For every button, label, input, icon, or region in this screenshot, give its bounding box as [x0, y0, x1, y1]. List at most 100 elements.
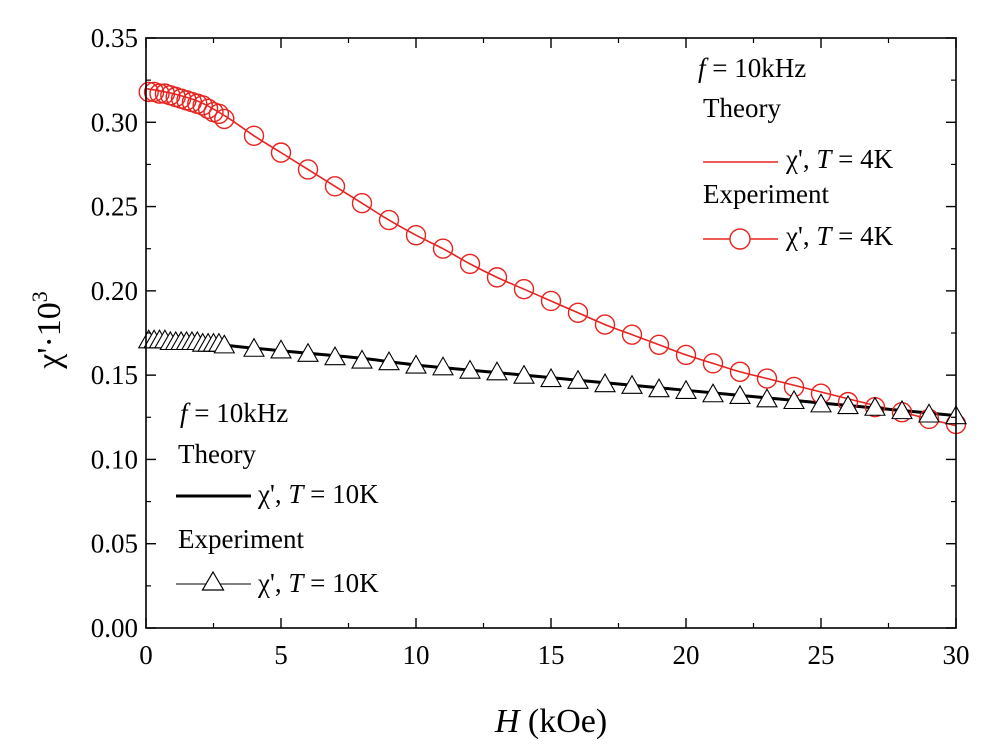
data-point-circle: [540, 290, 562, 312]
legend-10k-frequency: f = 10kHz: [180, 398, 288, 428]
legend-10k-experiment-chi: χ',: [257, 568, 288, 598]
data-point-circle: [378, 209, 400, 231]
legend-4k-theory-chi: χ',: [785, 144, 816, 174]
legend-10k-experiment-temp-var: T: [288, 568, 305, 598]
data-point-circle: [208, 103, 230, 125]
y-tick-label: 0.30: [91, 107, 138, 137]
legend-4k-freq-val: = 10kHz: [706, 53, 807, 83]
y-axis-title: χ'·103: [27, 291, 68, 370]
x-tick-label: 20: [673, 640, 700, 670]
data-point-circle: [702, 353, 724, 374]
data-point-circle: [214, 108, 235, 130]
data-point-triangle: [270, 339, 292, 359]
data-point-triangle: [432, 356, 454, 376]
y-axis-exponent: 3: [27, 291, 52, 302]
data-point-triangle: [351, 349, 373, 369]
data-point-circle: [270, 142, 292, 163]
legend-10k-theory-temp-var: T: [288, 479, 305, 509]
data-point-circle: [351, 192, 373, 214]
y-tick-label: 0.35: [91, 23, 138, 53]
legend-10k-theory-chi: χ',: [257, 479, 288, 509]
data-point-triangle: [378, 351, 400, 371]
data-point-triangle: [243, 337, 265, 357]
data-point-triangle: [297, 342, 319, 362]
y-tick-label: 0.00: [91, 613, 138, 643]
data-point-triangle: [405, 354, 427, 374]
y-tick-label: 0.25: [91, 192, 138, 222]
legend-10k-freq-var: f: [180, 398, 191, 428]
data-point-triangle: [486, 361, 508, 381]
data-point-triangle: [918, 403, 940, 423]
x-tick-label: 25: [808, 640, 835, 670]
series-line-0: [146, 87, 956, 427]
legend-10k-experiment-temp-val: = 10K: [303, 568, 379, 598]
data-point-circle: [297, 159, 319, 180]
legend-4k-theory-entry: χ', T = 4K: [785, 144, 894, 174]
x-tick-label: 15: [538, 640, 565, 670]
legend-4k-experiment-entry: χ', T = 4K: [785, 221, 894, 251]
data-point-circle: [432, 238, 454, 259]
legend-4k-experiment-temp-val: = 4K: [831, 221, 893, 251]
data-point-triangle: [756, 388, 778, 408]
x-axis-var: H: [494, 703, 522, 740]
axis-ticks: 0 5 10 15 20 25 30 0.00 0.05 0.10 0.15 0.20 0.25 0.30…: [91, 23, 970, 670]
y-tick-label: 0.20: [91, 276, 138, 306]
data-point-triangle: [783, 389, 805, 410]
data-point-triangle: [702, 383, 724, 403]
data-point-circle: [729, 361, 751, 382]
data-point-circle: [138, 81, 159, 103]
legend-4k-frequency: f = 10kHz: [698, 53, 806, 83]
data-point-triangle: [513, 364, 535, 384]
data-point-triangle: [810, 393, 832, 413]
data-point-circle: [756, 368, 778, 389]
data-point-circle: [192, 95, 213, 116]
y-axis-base: χ'·10: [31, 302, 68, 370]
data-point-triangle: [621, 374, 643, 394]
data-point-triangle: [567, 369, 589, 389]
legend-4k: f = 10kHz Theory χ', T = 4K Experiment χ…: [698, 53, 894, 251]
legend-4k-experiment-heading: Experiment: [703, 179, 829, 209]
data-point-circle: [197, 98, 219, 120]
legend-4k-theory-temp-val: = 4K: [831, 144, 893, 174]
data-point-circle: [648, 334, 670, 355]
legend-10k-experiment-heading: Experiment: [178, 524, 304, 554]
data-point-circle: [621, 324, 643, 345]
legend-4k-experiment-chi: χ',: [785, 221, 816, 251]
data-point-triangle: [648, 378, 670, 398]
legend-4k-circle-marker-swatch: [729, 228, 751, 250]
data-point-circle: [459, 253, 481, 275]
data-point-triangle: [729, 384, 751, 404]
legend-10k: f = 10kHz Theory χ', T = 10K Experiment …: [176, 398, 379, 598]
legend-10k-theory-entry: χ', T = 10K: [257, 479, 379, 509]
series-markers: [137, 81, 967, 435]
y-tick-label: 0.15: [91, 360, 138, 390]
data-point-circle: [567, 302, 589, 323]
data-point-triangle: [891, 399, 913, 420]
data-point-triangle: [324, 345, 346, 366]
legend-4k-theory-heading: Theory: [703, 93, 781, 123]
x-tick-label: 30: [943, 640, 970, 670]
data-point-triangle: [864, 396, 886, 416]
legend-10k-freq-val: = 10kHz: [188, 398, 289, 428]
data-point-circle: [675, 344, 697, 366]
data-point-circle: [149, 83, 170, 104]
data-point-circle: [243, 125, 265, 146]
data-point-circle: [594, 314, 616, 335]
data-point-triangle: [540, 367, 562, 388]
data-point-triangle: [675, 379, 697, 399]
data-point-triangle: [213, 334, 236, 354]
y-tick-label: 0.05: [91, 529, 138, 559]
legend-4k-experiment-temp-var: T: [816, 221, 833, 251]
data-point-triangle: [837, 394, 859, 415]
data-point-circle: [405, 225, 427, 246]
data-point-circle: [324, 176, 346, 197]
x-tick-label: 5: [274, 640, 288, 670]
x-axis-title: H (kOe): [494, 703, 607, 740]
legend-10k-theory-temp-val: = 10K: [303, 479, 379, 509]
legend-10k-experiment-entry: χ', T = 10K: [257, 568, 379, 598]
x-axis-unit: (kOe): [519, 703, 607, 740]
data-point-triangle: [594, 372, 616, 393]
y-tick-label: 0.10: [91, 444, 138, 474]
data-point-circle: [486, 267, 508, 288]
